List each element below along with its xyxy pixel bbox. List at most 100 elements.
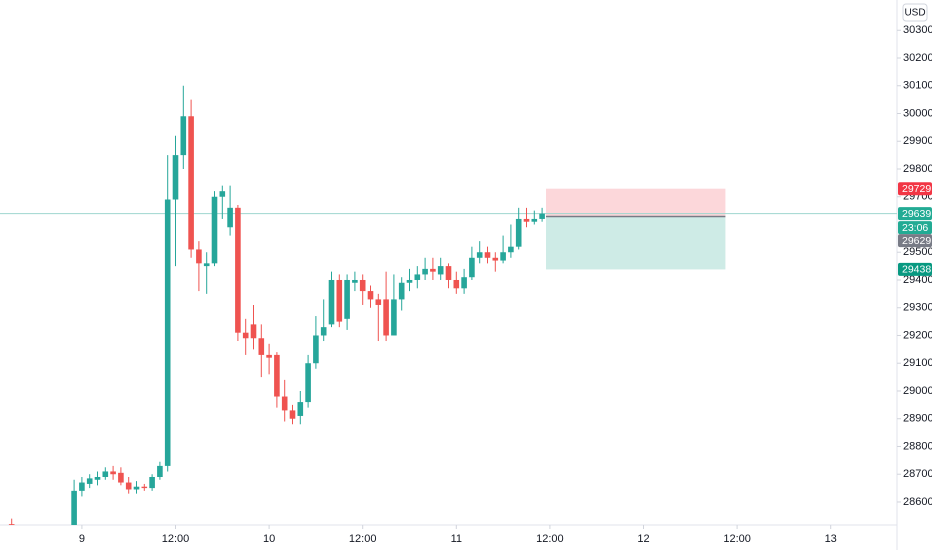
x-tick-label: 12:00 [536, 533, 564, 545]
candle-body [157, 465, 163, 477]
candle-body [118, 472, 124, 483]
candle-body [227, 207, 233, 228]
x-tick-label: 10 [263, 533, 275, 545]
candle-body [539, 213, 545, 219]
y-tick-label: 29800 [903, 163, 932, 175]
x-tick-label: 9 [79, 533, 85, 545]
x-tick-label: 12:00 [349, 533, 377, 545]
candle-body [266, 354, 272, 358]
y-tick-label: 30000 [903, 107, 932, 119]
candle-body [328, 279, 335, 325]
candle-body [164, 199, 171, 466]
candle-body [445, 266, 452, 280]
candle-body [500, 252, 506, 261]
price-label-box [898, 262, 932, 276]
candle-body [188, 116, 194, 250]
candle-body [398, 282, 405, 300]
y-tick-label: 30300 [903, 24, 932, 36]
candle-body [180, 116, 187, 156]
candle-body [515, 218, 522, 247]
candle-body [453, 279, 460, 289]
price-label: 29729 [902, 183, 931, 195]
y-tick-label: 28700 [903, 468, 932, 480]
x-tick-label: 11 [451, 533, 462, 545]
candle-body [344, 279, 350, 319]
currency-box[interactable] [902, 3, 928, 22]
candle-body [367, 291, 374, 300]
candle-body [422, 268, 428, 275]
y-tick-label: 28900 [903, 413, 932, 425]
candle-body [508, 246, 514, 253]
candle-body [313, 335, 319, 364]
countdown-label: 23:06 [902, 222, 928, 234]
candle-body [359, 279, 366, 292]
candle-body [274, 354, 280, 397]
candle-body [281, 396, 288, 411]
candle-body [484, 252, 491, 258]
candle-body [94, 476, 101, 480]
price-label-box [898, 207, 932, 221]
candle-body [320, 327, 327, 336]
x-tick-label: 13 [825, 533, 837, 545]
plot [0, 85, 897, 525]
candle-body [461, 277, 467, 289]
candle-body [86, 478, 93, 484]
x-tick-label: 12 [637, 533, 649, 545]
candle-body [203, 263, 210, 267]
countdown-box [898, 221, 932, 235]
y-tick-label: 29900 [903, 135, 932, 147]
y-tick-label: 28800 [903, 440, 932, 452]
candle-body [235, 207, 241, 333]
y-tick-label: 29200 [903, 329, 932, 341]
position-loss-zone [546, 188, 726, 217]
candle-body [531, 218, 538, 222]
candle-body [391, 299, 397, 336]
price-label: 29438 [902, 264, 931, 276]
candle-body [133, 486, 140, 490]
candle-body [141, 486, 148, 489]
candle-body [492, 257, 499, 261]
candle-body [383, 299, 389, 336]
candle-body [414, 274, 421, 280]
candle-body [375, 299, 382, 305]
candle-body [149, 476, 155, 489]
currency-label[interactable]: USD [904, 8, 925, 19]
candle-body [336, 279, 343, 322]
candle-body [8, 524, 15, 525]
x-tick-label: 12:00 [162, 533, 190, 545]
candle-body [437, 266, 444, 275]
axes: 28600 28700 28800 28900 29000 29100 29200 29300… [79, 24, 932, 545]
y-tick-label: 29100 [903, 357, 932, 369]
y-tick-label: 29300 [903, 302, 932, 314]
candle-body [250, 324, 257, 339]
price-label: 29629 [902, 235, 931, 247]
price-label: 29639 [902, 208, 931, 220]
candle-body [352, 279, 358, 283]
candle-body [476, 252, 483, 258]
candle-body [469, 257, 475, 278]
y-tick-label: 29400 [903, 274, 932, 286]
candle-body [71, 490, 77, 525]
y-tick-label: 30100 [903, 80, 932, 92]
candle-body [196, 249, 202, 264]
candle-body [242, 332, 249, 339]
candle-body [125, 482, 132, 490]
x-tick-label: 12:00 [723, 533, 751, 545]
price-label-box [898, 234, 932, 248]
candle-body [305, 363, 311, 403]
candle-body [258, 338, 265, 355]
candle-body [297, 402, 304, 416]
candle-body [219, 191, 226, 197]
candle-body [406, 279, 413, 283]
candle-body [172, 155, 179, 200]
candle-body [211, 196, 218, 264]
y-tick-label: 28600 [903, 496, 932, 508]
candle-body [430, 268, 436, 272]
candle-body [289, 410, 296, 419]
position-profit-zone [546, 216, 726, 270]
candle-body [110, 471, 116, 475]
candle-body [102, 471, 109, 477]
candle-body [523, 218, 530, 222]
y-tick-label: 30200 [903, 52, 932, 64]
